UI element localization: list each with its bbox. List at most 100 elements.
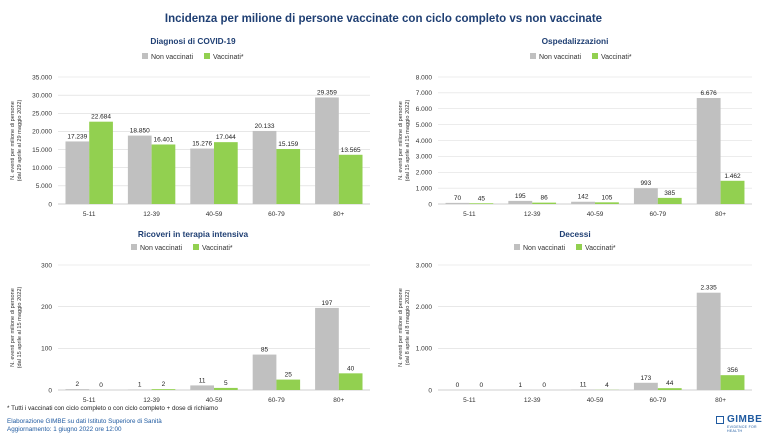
y-axis-label: N. eventi per milione di persone(dal 29 … <box>10 99 23 181</box>
data-label-non-vaccinati: 70 <box>454 195 462 202</box>
data-label-vaccinati: 1.462 <box>724 173 741 180</box>
data-label-vaccinati: 385 <box>664 190 675 197</box>
bar-vaccinati <box>657 197 682 204</box>
data-label-vaccinati: 4 <box>605 382 609 389</box>
data-label-non-vaccinati: 29.359 <box>317 89 337 96</box>
legend-label-non-vaccinati: Non vaccinati <box>151 54 193 61</box>
chart-title: Ricoveri in terapia intensiva <box>138 229 249 239</box>
data-label-non-vaccinati: 173 <box>640 375 651 382</box>
bar-non-vaccinati <box>190 148 214 204</box>
bar-vaccinati <box>595 202 619 204</box>
credit-line-1: Elaborazione GIMBE su dati Istituto Supe… <box>7 418 162 425</box>
y-axis-label: N. eventi per milione di persone(dal 15 … <box>398 99 411 181</box>
bar-vaccinati <box>338 154 363 204</box>
x-category-label: 5-11 <box>83 211 96 218</box>
legend-swatch-vaccinati <box>204 53 210 59</box>
bar-non-vaccinati <box>696 292 721 390</box>
bar-vaccinati <box>214 387 238 390</box>
data-label-non-vaccinati: 18.850 <box>130 128 150 135</box>
data-label-vaccinati: 0 <box>99 382 103 389</box>
data-label-vaccinati: 45 <box>478 195 486 202</box>
bar-non-vaccinati <box>190 385 214 390</box>
data-label-vaccinati: 15.159 <box>278 141 298 148</box>
bar-vaccinati <box>276 379 301 390</box>
y-tick-label: 1.000 <box>416 185 433 192</box>
page-title: Incidenza per milione di persone vaccina… <box>165 13 602 25</box>
bar-non-vaccinati <box>633 188 658 204</box>
chart-panel-4: Decessi Non vaccinati Vaccinati* N. eventi … <box>398 229 752 404</box>
chart-panel-1: Diagnosi di COVID-19 Non vaccinati Vaccina… <box>10 36 370 218</box>
data-label-non-vaccinati: 17.239 <box>67 133 87 140</box>
legend-swatch-vaccinati <box>576 244 582 250</box>
legend-label-vaccinati: Vaccinati* <box>213 54 244 61</box>
data-label-non-vaccinati: 197 <box>322 300 333 307</box>
y-tick-label: 1.000 <box>416 346 433 353</box>
legend-label-non-vaccinati: Non vaccinati <box>523 245 565 252</box>
x-category-label: 80+ <box>715 211 726 218</box>
bar-vaccinati <box>338 373 363 390</box>
bar-vaccinati <box>469 203 494 204</box>
y-tick-label: 15.000 <box>32 147 52 154</box>
data-label-vaccinati: 0 <box>480 382 484 389</box>
legend-label-vaccinati: Vaccinati* <box>601 54 632 61</box>
gimbe-logo: GIMBE EVIDENCE FOR HEALTH <box>716 414 763 433</box>
y-tick-label: 3.000 <box>416 154 433 161</box>
y-tick-label: 4.000 <box>416 138 433 145</box>
bar-non-vaccinati <box>315 97 339 204</box>
data-label-vaccinati: 17.044 <box>216 134 236 141</box>
bar-vaccinati <box>276 148 301 204</box>
chart-panel-3: Ricoveri in terapia intensiva Non vaccina… <box>10 229 370 404</box>
bar-non-vaccinati <box>65 389 90 390</box>
x-category-label: 40-59 <box>587 211 604 218</box>
legend-swatch-vaccinati <box>193 244 199 250</box>
data-label-non-vaccinati: 2.335 <box>701 285 718 292</box>
bar-vaccinati <box>720 180 745 204</box>
x-category-label: 60-79 <box>268 397 285 404</box>
data-label-non-vaccinati: 11 <box>580 382 587 389</box>
gimbe-logo-text: GIMBE <box>727 414 763 425</box>
bar-non-vaccinati <box>252 130 277 204</box>
bar-non-vaccinati <box>633 382 658 390</box>
y-tick-label: 5.000 <box>36 183 53 190</box>
bar-vaccinati <box>214 142 238 204</box>
legend-label-vaccinati: Vaccinati* <box>202 245 233 252</box>
bar-non-vaccinati <box>696 98 721 204</box>
x-category-label: 12-39 <box>143 211 160 218</box>
y-tick-label: 6.000 <box>416 106 433 113</box>
bar-non-vaccinati <box>571 201 595 204</box>
y-tick-label: 25.000 <box>32 111 52 118</box>
bar-vaccinati <box>720 375 745 390</box>
data-label-vaccinati: 16.401 <box>154 136 174 143</box>
bar-vaccinati <box>532 202 557 204</box>
bar-vaccinati <box>151 389 176 390</box>
data-label-non-vaccinati: 15.276 <box>192 141 212 148</box>
chart-title: Decessi <box>559 229 590 239</box>
credit-line-2: Aggiornamento: 1 giugno 2022 ore 12:00 <box>7 426 122 433</box>
data-label-vaccinati: 105 <box>602 194 613 201</box>
gimbe-logo-subtext: EVIDENCE FOR HEALTH <box>727 425 757 433</box>
x-category-label: 80+ <box>333 211 344 218</box>
y-tick-label: 10.000 <box>32 165 52 172</box>
data-label-vaccinati: 5 <box>224 380 228 387</box>
bar-vaccinati <box>151 144 176 204</box>
data-label-vaccinati: 22.684 <box>91 114 111 121</box>
bar-vaccinati <box>657 388 682 390</box>
y-tick-label: 0 <box>428 387 432 394</box>
data-label-vaccinati: 2 <box>162 381 166 388</box>
legend-swatch-non-vaccinati <box>131 244 137 250</box>
x-category-label: 60-79 <box>649 397 666 404</box>
x-category-label: 60-79 <box>649 211 666 218</box>
data-label-non-vaccinati: 1 <box>518 382 522 389</box>
chart-panel-2: Ospedalizzazioni Non vaccinati Vaccinati* N… <box>398 36 752 218</box>
x-category-label: 5-11 <box>463 397 476 404</box>
data-label-vaccinati: 86 <box>541 195 549 202</box>
x-category-label: 5-11 <box>463 211 476 218</box>
y-tick-label: 0 <box>48 201 52 208</box>
data-label-non-vaccinati: 142 <box>578 194 589 201</box>
y-tick-label: 100 <box>41 346 52 353</box>
y-tick-label: 3.000 <box>416 262 433 269</box>
data-label-non-vaccinati: 6.676 <box>701 90 718 97</box>
y-tick-label: 0 <box>48 387 52 394</box>
chart-title: Ospedalizzazioni <box>542 36 609 46</box>
y-tick-label: 8.000 <box>416 74 433 81</box>
